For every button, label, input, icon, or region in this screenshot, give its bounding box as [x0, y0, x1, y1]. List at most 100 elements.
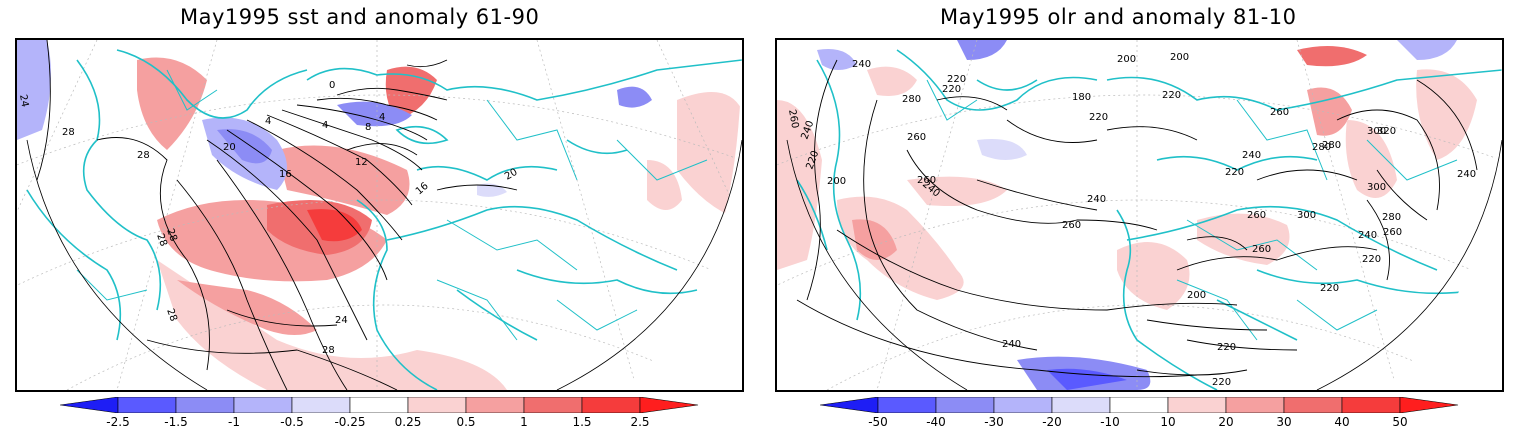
- contour-label: 240: [852, 59, 871, 70]
- colorbar-label: -0.5: [280, 415, 304, 429]
- colorbar-label: -10: [1100, 415, 1120, 429]
- left-map: 24 28 28 28 28 28 28 24 20 16 16 12 8 4 …: [15, 38, 744, 392]
- contour-label: 220: [947, 74, 966, 85]
- colorbar-label: 10: [1160, 415, 1176, 429]
- anomaly-positive-shading: [1307, 87, 1352, 136]
- colorbar-swatch: [1283, 396, 1343, 414]
- contour-label: 280: [1312, 142, 1331, 153]
- contour-label: 260: [917, 175, 936, 186]
- colorbar-label: -1: [228, 415, 240, 429]
- contour-label: 28: [322, 345, 335, 356]
- contour-label: 220: [1212, 377, 1231, 388]
- anomaly-positive-shading: [837, 196, 964, 300]
- anomaly-negative-shading: [957, 40, 1007, 60]
- contour-label: 220: [1362, 254, 1381, 265]
- contour-label: 24: [335, 315, 348, 326]
- contour-label: 200: [1170, 52, 1189, 63]
- borders: [76, 69, 708, 341]
- anomaly-positive-shading: [1297, 46, 1367, 67]
- colorbar-swatch: [1399, 396, 1459, 414]
- contour-label: 200: [1187, 290, 1206, 301]
- anomaly-negative-shading: [977, 139, 1027, 160]
- contour-label: 280: [902, 94, 921, 105]
- anomaly-negative-shading: [337, 101, 412, 127]
- colorbar-swatch: [1225, 396, 1285, 414]
- contour-label: 240: [1087, 194, 1106, 205]
- left-colorbar: -2.5 -1.5 -1 -0.5 -0.25 0.25 0.5 1 1.5 2…: [59, 396, 705, 430]
- colorbar-label: 30: [1276, 415, 1292, 429]
- colorbar-swatch: [1341, 396, 1401, 414]
- colorbar-label: -1.5: [164, 415, 188, 429]
- contour-label: 300: [1297, 210, 1316, 221]
- contour-label: 300: [1367, 182, 1386, 193]
- anomaly-positive-shading: [157, 260, 507, 390]
- colorbar-swatch: [581, 396, 641, 414]
- colorbar-swatch: [639, 396, 699, 414]
- left-colorbar-swatches: [59, 396, 699, 414]
- colorbar-swatch: [1167, 396, 1227, 414]
- contour-label: 300: [1367, 126, 1386, 137]
- contour-label: 260: [907, 132, 926, 143]
- anomaly-positive-shading: [852, 219, 897, 260]
- right-map-canvas: 240 260 240 220 200 280 220 220 200 180 …: [777, 40, 1502, 390]
- anomaly-negative-shading: [817, 49, 857, 70]
- contour-label: 4: [265, 116, 271, 127]
- contour-label: 320: [1377, 126, 1396, 137]
- olr-contour-labels: 240 260 240 220 200 280 220 220 200 180 …: [786, 52, 1476, 388]
- contour-label: 8: [365, 122, 371, 133]
- contour-label: 280: [1382, 212, 1401, 223]
- right-panel-title: May1995 olr and anomaly 81-10: [940, 5, 1297, 29]
- contour-label: 240: [1457, 169, 1476, 180]
- contour-label: 260: [1247, 210, 1266, 221]
- colorbar-label: 1: [520, 415, 528, 429]
- contour-label: 200: [1117, 54, 1136, 65]
- anomaly-negative-shading: [617, 86, 652, 108]
- anomaly-positive-core2: [307, 209, 362, 242]
- contour-label: 220: [942, 84, 961, 95]
- contour-label: 28: [62, 127, 75, 138]
- anomaly-negative-shading: [217, 129, 272, 164]
- colorbar-swatch: [465, 396, 525, 414]
- colorbar-label: -2.5: [106, 415, 130, 429]
- colorbar-label: 40: [1334, 415, 1350, 429]
- contour-label: 28: [154, 232, 169, 248]
- colorbar-label: -20: [1042, 415, 1062, 429]
- left-panel-title: May1995 sst and anomaly 61-90: [180, 5, 540, 29]
- colorbar-swatch: [993, 396, 1053, 414]
- contour-label: 260: [1270, 107, 1289, 118]
- projection-edge: [556, 139, 742, 390]
- right-map: 240 260 240 220 200 280 220 220 200 180 …: [775, 38, 1504, 392]
- contour-label: 220: [1162, 90, 1181, 101]
- anomaly-positive-shading: [907, 176, 1007, 206]
- left-map-canvas: 24 28 28 28 28 28 28 24 20 16 16 12 8 4 …: [17, 40, 742, 390]
- contour-label: 16: [414, 181, 431, 198]
- right-colorbar-swatches: [819, 396, 1459, 414]
- colorbar-swatch: [407, 396, 467, 414]
- anomaly-negative-shading: [17, 40, 51, 140]
- contour-label: 12: [355, 157, 368, 168]
- anomaly-positive-shading: [1345, 120, 1397, 198]
- contour-label: 28: [137, 150, 150, 161]
- anomaly-positive-shading: [277, 145, 410, 215]
- contour-label: 260: [1062, 220, 1081, 231]
- colorbar-label: 50: [1392, 415, 1408, 429]
- borders: [926, 79, 1458, 341]
- colorbar-swatch: [117, 396, 177, 414]
- contour-label: 28: [164, 307, 179, 323]
- contour-label: 260: [786, 109, 800, 130]
- contour-label: 220: [1217, 342, 1236, 353]
- contour-label: 280: [1322, 140, 1341, 151]
- contour-label: 4: [322, 120, 328, 131]
- anomaly-positive-shading: [677, 92, 742, 220]
- colorbar-label: -40: [926, 415, 946, 429]
- colorbar-swatch: [233, 396, 293, 414]
- anomaly-positive-shading: [137, 57, 207, 150]
- anomaly-positive-shading: [867, 66, 917, 96]
- projection-edge: [26, 139, 208, 390]
- projection-edge: [1316, 139, 1502, 390]
- colorbar-swatch: [291, 396, 351, 414]
- colorbar-label: -0.25: [334, 415, 366, 429]
- coastlines: [796, 49, 1502, 390]
- contour-label: 260: [1383, 227, 1402, 238]
- anomaly-positive-shading: [1117, 242, 1190, 310]
